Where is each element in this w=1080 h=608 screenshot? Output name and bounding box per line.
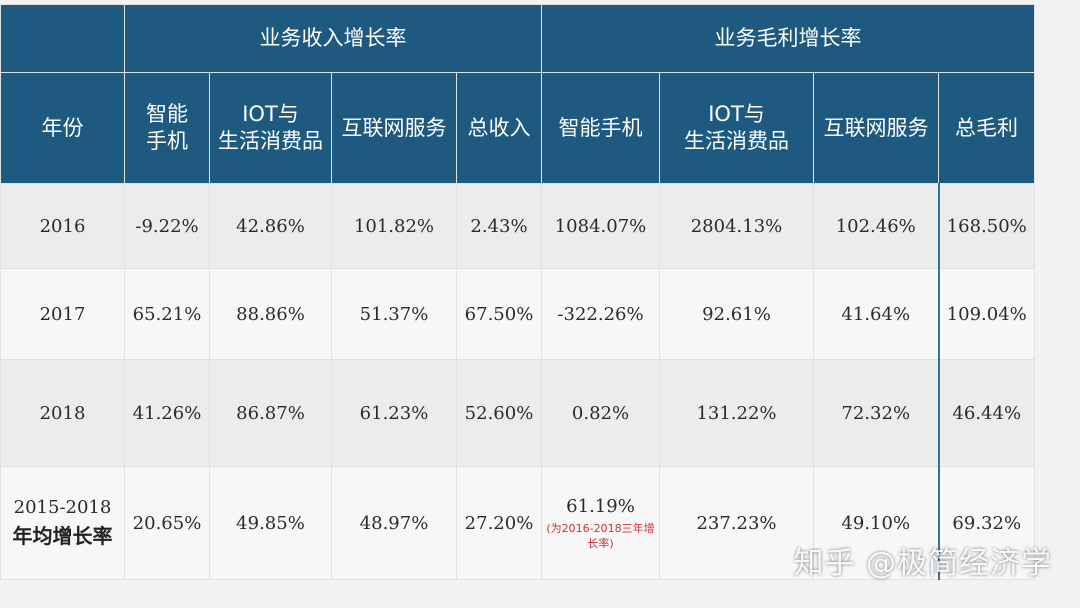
year-range: 2015-2018 xyxy=(13,497,112,518)
header-rev-total: 总收入 xyxy=(456,72,542,184)
value-cell: 65.21% xyxy=(124,268,210,360)
value-cell: 52.60% xyxy=(456,359,542,467)
value-cell: 67.50% xyxy=(456,268,542,360)
header-line: 手机 xyxy=(146,129,188,153)
header-profit-growth: 业务毛利增长率 xyxy=(541,4,1035,73)
header-column-row: 年份 智能 手机 IOT与 生活消费品 互联网服务 总收入 智能手机 IOT与 … xyxy=(0,72,1035,184)
value-cell: 109.04% xyxy=(938,268,1035,360)
value-cell: 88.86% xyxy=(209,268,332,360)
table-row: 2018 41.26% 86.87% 61.23% 52.60% 0.82% 1… xyxy=(0,359,1035,467)
year-cell: 2018 xyxy=(0,359,125,467)
value-cell: 168.50% xyxy=(938,183,1035,269)
header-profit-total: 总毛利 xyxy=(938,72,1035,184)
value-cell: 46.44% xyxy=(938,359,1035,467)
value-cell: 2804.13% xyxy=(659,183,814,269)
value-text: 61.19% xyxy=(566,495,635,517)
header-year: 年份 xyxy=(0,72,125,184)
footnote: (为2016-2018三年增长率) xyxy=(546,521,655,550)
value-cell: 1084.07% xyxy=(541,183,660,269)
header-line: 生活消费品 xyxy=(218,129,323,153)
value-cell: 20.65% xyxy=(124,466,210,580)
value-cell: 237.23% xyxy=(659,466,814,580)
table-row: 2016 -9.22% 42.86% 101.82% 2.43% 1084.07… xyxy=(0,183,1035,269)
value-cell: 86.87% xyxy=(209,359,332,467)
year-cell: 2015-2018 年均增长率 xyxy=(0,466,125,580)
value-cell: 69.32% xyxy=(938,466,1035,580)
table-row: 2017 65.21% 88.86% 51.37% 67.50% -322.26… xyxy=(0,268,1035,360)
value-cell: 41.26% xyxy=(124,359,210,467)
header-profit-smartphone: 智能手机 xyxy=(541,72,660,184)
value-cell: 48.97% xyxy=(331,466,457,580)
header-corner xyxy=(0,4,125,73)
value-cell: 131.22% xyxy=(659,359,814,467)
year-cell: 2017 xyxy=(0,268,125,360)
value-cell: 51.37% xyxy=(331,268,457,360)
year-cell: 2016 xyxy=(0,183,125,269)
watermark: 知乎 @极简经济学 xyxy=(793,538,1052,582)
header-rev-smartphone: 智能 手机 xyxy=(124,72,210,184)
value-cell: -9.22% xyxy=(124,183,210,269)
header-line: 智能 xyxy=(146,102,188,126)
value-cell: 2.43% xyxy=(456,183,542,269)
header-revenue-growth: 业务收入增长率 xyxy=(124,4,542,73)
value-cell: 49.85% xyxy=(209,466,332,580)
value-cell: 0.82% xyxy=(541,359,660,467)
value-cell: 49.10% xyxy=(813,466,940,580)
year-sub-label: 年均增长率 xyxy=(12,524,113,548)
value-cell: 72.32% xyxy=(813,359,940,467)
value-cell: 42.86% xyxy=(209,183,332,269)
value-cell: -322.26% xyxy=(541,268,660,360)
header-line: IOT与 xyxy=(708,102,765,126)
header-rev-internet: 互联网服务 xyxy=(331,72,457,184)
header-group-row: 业务收入增长率 业务毛利增长率 xyxy=(0,4,1035,73)
value-cell: 41.64% xyxy=(813,268,940,360)
value-cell: 27.20% xyxy=(456,466,542,580)
value-cell: 61.19% (为2016-2018三年增长率) xyxy=(541,466,660,580)
header-line: 生活消费品 xyxy=(684,129,789,153)
header-line: IOT与 xyxy=(242,102,299,126)
table-row: 2015-2018 年均增长率 20.65% 49.85% 48.97% 27.… xyxy=(0,466,1035,580)
value-cell: 101.82% xyxy=(331,183,457,269)
header-profit-internet: 互联网服务 xyxy=(813,72,939,184)
value-cell: 102.46% xyxy=(813,183,940,269)
value-cell: 61.23% xyxy=(331,359,457,467)
header-profit-iot: IOT与 生活消费品 xyxy=(659,72,814,184)
watermark-text: 知乎 @极简经济学 xyxy=(793,546,1052,581)
value-cell: 92.61% xyxy=(659,268,814,360)
growth-rate-table: 业务收入增长率 业务毛利增长率 年份 智能 手机 IOT与 生活消费品 互联网服… xyxy=(0,4,1035,580)
header-rev-iot: IOT与 生活消费品 xyxy=(209,72,332,184)
